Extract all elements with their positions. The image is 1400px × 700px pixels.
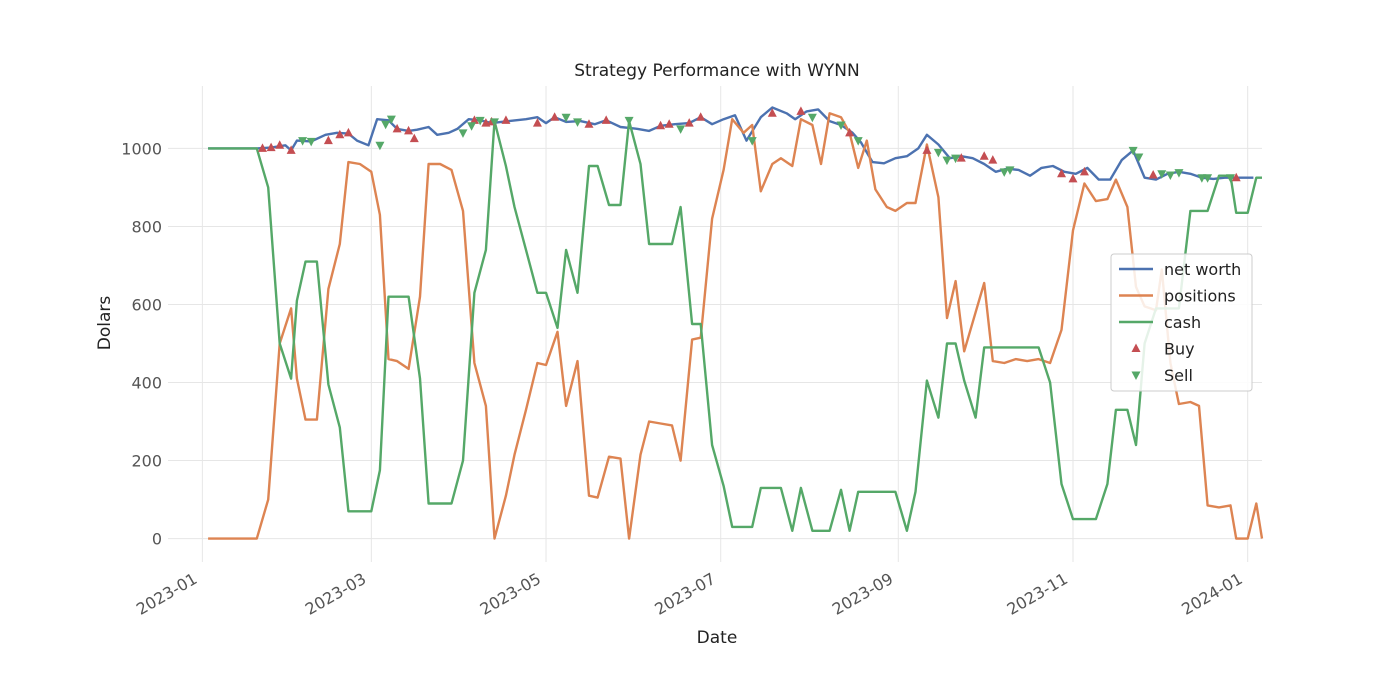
buy-marker: [767, 108, 777, 117]
buy-marker: [922, 145, 932, 154]
y-tick-label: 600: [131, 295, 162, 314]
legend-swatch-Sell: [1131, 371, 1141, 380]
sell-marker: [1134, 153, 1144, 163]
sell-marker: [298, 137, 308, 146]
sell-marker: [1197, 174, 1207, 183]
buy-marker: [275, 140, 285, 149]
sell-marker: [807, 113, 817, 123]
y-tick-label: 800: [131, 217, 162, 236]
buy-marker: [584, 119, 594, 128]
buy-marker: [409, 133, 419, 143]
buy-marker: [1231, 172, 1241, 182]
series-line-cash: [208, 119, 1262, 532]
buy-marker: [323, 135, 333, 145]
buy-marker: [1057, 168, 1067, 178]
sell-marker: [1203, 174, 1213, 183]
x-tick-label: 2023-01: [133, 569, 200, 619]
buy-marker: [532, 118, 542, 127]
buy-marker: [601, 115, 611, 124]
x-tick-label: 2023-11: [1004, 569, 1071, 619]
legend-label-net-worth: net worth: [1164, 260, 1241, 279]
sell-marker: [489, 118, 499, 127]
grid-layer: [168, 86, 1262, 562]
y-tick-label: 200: [131, 452, 162, 471]
sell-marker: [475, 116, 485, 126]
buy-marker: [258, 143, 268, 152]
buy-marker: [684, 118, 694, 127]
buy-marker: [796, 106, 806, 115]
sell-marker: [676, 125, 686, 134]
x-axis-title: Date: [697, 628, 738, 648]
x-tick-label: 2023-03: [302, 569, 369, 619]
buy-marker: [335, 129, 345, 139]
buy-marker: [696, 112, 706, 121]
buy-marker: [988, 155, 998, 164]
buy-marker: [266, 142, 276, 152]
sell-marker: [1225, 174, 1235, 183]
sell-marker: [467, 122, 477, 131]
chart-title: Strategy Performance with WYNN: [574, 61, 859, 81]
y-tick-label: 0: [152, 530, 162, 549]
marker-layer: [258, 106, 1241, 183]
x-tick-label: 2023-07: [651, 569, 718, 619]
buy-marker: [469, 115, 479, 124]
series-line-positions: [208, 112, 1264, 540]
buy-marker: [845, 127, 855, 137]
x-tick-label: 2024-01: [1178, 569, 1245, 619]
legend-label-Sell: Sell: [1164, 366, 1193, 385]
sell-marker: [999, 168, 1009, 177]
buy-marker: [392, 123, 402, 133]
sell-marker: [1174, 169, 1184, 178]
legend-label-Buy: Buy: [1164, 340, 1195, 359]
buy-marker: [956, 153, 966, 162]
legend-label-cash: cash: [1164, 313, 1201, 332]
y-tick-label: 1000: [121, 139, 162, 158]
buy-marker: [286, 145, 296, 154]
sell-marker: [1005, 166, 1015, 175]
buy-marker: [1079, 166, 1089, 176]
sell-marker: [458, 129, 468, 138]
legend-box: [1110, 253, 1253, 392]
sell-marker: [1128, 146, 1138, 156]
legend-label-positions: positions: [1164, 287, 1236, 306]
sell-marker: [573, 118, 583, 127]
sell-marker: [853, 137, 863, 146]
sell-marker: [747, 137, 757, 146]
sell-marker: [386, 115, 396, 125]
buy-marker: [664, 119, 674, 128]
buy-marker: [656, 120, 666, 130]
buy-marker: [343, 127, 353, 137]
buy-marker: [501, 115, 511, 124]
sell-marker: [951, 154, 961, 164]
legend-swatch-Buy: [1131, 343, 1141, 352]
sell-marker: [1165, 171, 1175, 180]
legend: net worth positions cash Buy Sell: [1110, 253, 1253, 392]
sell-marker: [836, 121, 846, 131]
x-tick-label: 2023-05: [477, 569, 544, 619]
sell-marker: [381, 120, 391, 130]
sell-marker: [561, 113, 571, 123]
sell-marker: [942, 156, 952, 166]
sell-marker: [375, 141, 385, 151]
sell-marker: [306, 137, 316, 147]
sell-marker: [624, 116, 634, 126]
buy-marker: [550, 112, 560, 121]
y-tick-label: 400: [131, 374, 162, 393]
buy-marker: [404, 125, 414, 135]
buy-marker: [979, 151, 989, 160]
sell-marker: [933, 148, 943, 158]
x-tick-label: 2023-09: [829, 569, 896, 619]
buy-marker: [1148, 169, 1158, 179]
sell-marker: [1157, 170, 1167, 179]
y-axis-title: Dolars: [95, 296, 115, 351]
series-layer: [208, 106, 1264, 540]
buy-marker: [1068, 173, 1078, 183]
